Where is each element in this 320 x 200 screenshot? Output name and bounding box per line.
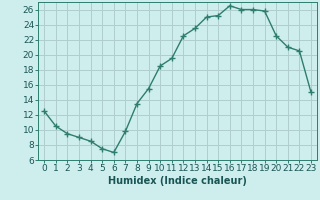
X-axis label: Humidex (Indice chaleur): Humidex (Indice chaleur) [108,176,247,186]
